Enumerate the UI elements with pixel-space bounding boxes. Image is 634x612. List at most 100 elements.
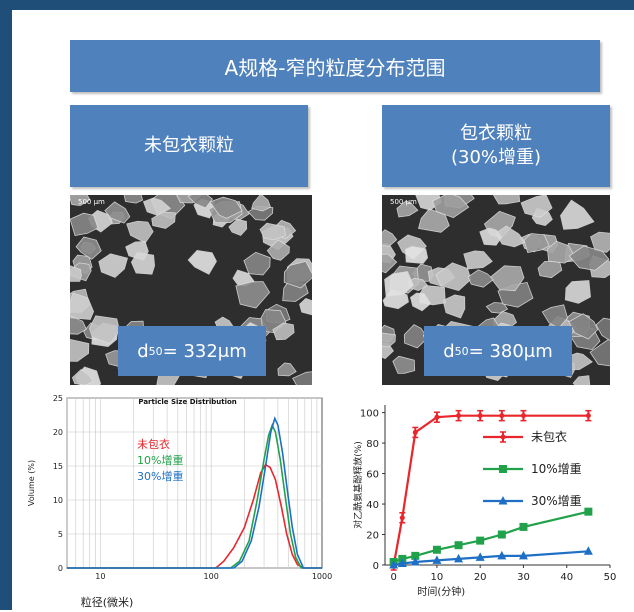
- grain: [70, 212, 99, 236]
- particle-size-chart-svg: 0 5 10 15 20 25 10 100 1000 Particle Size Distrib…: [27, 394, 332, 609]
- release-point-dot: [412, 429, 418, 435]
- grain: [123, 195, 144, 204]
- grain: [564, 280, 591, 304]
- release-point: [455, 409, 462, 422]
- grain: [266, 239, 290, 261]
- grain: [403, 324, 429, 349]
- grain: [568, 245, 610, 271]
- grain: [292, 371, 312, 385]
- coated-d50-value: = 380μm: [468, 340, 553, 362]
- coated-d50-badge: d 50 = 380μm: [424, 326, 572, 376]
- release-y-tick-label: 60: [366, 470, 379, 481]
- grain: [187, 249, 217, 275]
- release-point-dot: [585, 413, 591, 419]
- release-point: [476, 536, 485, 545]
- release-point: [497, 550, 507, 560]
- grain: [382, 253, 398, 274]
- release-point-dot: [434, 414, 440, 420]
- grain: [247, 205, 274, 221]
- grain: [75, 236, 102, 260]
- coated-scale-label: 500 μm: [390, 198, 417, 206]
- grain: [283, 260, 312, 289]
- release-point-dot: [456, 413, 462, 419]
- release-y-tick-label: 40: [366, 500, 379, 511]
- grain: [70, 265, 82, 282]
- grain: [479, 227, 503, 246]
- uncoated-d50-prefix: d: [137, 340, 149, 362]
- psd-legend-label: 未包衣: [137, 437, 170, 451]
- psd-y-tick-label: 5: [58, 530, 63, 539]
- grain: [272, 322, 295, 341]
- release-point-dot: [499, 413, 505, 419]
- release-x-tick-label: 40: [560, 572, 573, 583]
- release-point: [411, 551, 420, 560]
- psd-y-tick-label: 20: [53, 428, 63, 437]
- psd-series-line: [67, 463, 322, 569]
- release-point: [433, 411, 440, 423]
- particle-size-chart: 0 5 10 15 20 25 10 100 1000 Particle Size Distrib…: [22, 390, 334, 612]
- psd-series-line: [67, 416, 322, 569]
- grain: [228, 218, 248, 236]
- grain: [431, 195, 470, 219]
- psd-x-tick-label: 100: [204, 572, 219, 581]
- release-point-dot: [500, 434, 506, 440]
- release-point: [497, 530, 506, 539]
- slide-title: A规格-窄的粒度分布范围: [70, 40, 600, 92]
- uncoated-header: 未包衣颗粒: [70, 105, 308, 187]
- psd-y-tick-label: 25: [53, 394, 63, 403]
- grain: [259, 222, 287, 241]
- grain: [523, 233, 550, 254]
- psd-legend-label: 30%增重: [137, 469, 183, 483]
- release-y-tick-label: 0: [373, 561, 379, 572]
- psd-y-axis-label: Volume (%): [27, 460, 36, 506]
- psd-x-tick-label: 10: [95, 572, 105, 581]
- grain: [277, 362, 297, 377]
- grain: [463, 250, 493, 270]
- grain: [70, 292, 95, 320]
- grain: [589, 339, 610, 367]
- release-point: [499, 465, 507, 473]
- release-x-tick-label: 10: [431, 572, 444, 583]
- grain: [70, 314, 87, 335]
- release-legend-label: 未包衣: [531, 429, 567, 444]
- grain: [104, 201, 131, 224]
- release-point-dot: [477, 413, 483, 419]
- coated-d50-sub: 50: [454, 344, 469, 358]
- grain: [404, 245, 429, 264]
- grain: [384, 271, 414, 297]
- release-point: [477, 409, 484, 422]
- grain: [382, 229, 398, 247]
- uncoated-d50-sub: 50: [148, 344, 163, 358]
- release-point: [454, 541, 463, 550]
- left-border: [0, 0, 12, 610]
- release-point: [583, 546, 593, 555]
- grain: [70, 195, 91, 207]
- release-point: [518, 550, 528, 560]
- release-x-tick-label: 50: [604, 572, 617, 583]
- grain: [382, 332, 396, 348]
- grain: [396, 200, 419, 218]
- release-point: [410, 556, 420, 566]
- grain: [98, 253, 128, 278]
- grain: [251, 195, 271, 212]
- grain: [187, 195, 213, 209]
- release-point: [519, 522, 528, 531]
- psd-x-tick-label: 1000: [312, 572, 332, 581]
- grain: [70, 338, 90, 362]
- release-x-tick-label: 20: [474, 572, 487, 583]
- grain: [590, 231, 610, 253]
- release-x-axis-label: 时间(分钟): [417, 585, 465, 598]
- grain: [243, 251, 271, 276]
- release-chart-svg: 0 20 40 60 80 100 0 10 20 30 40 50 对乙酰氨基酚释放(%) 时间(分钟)…: [352, 405, 617, 598]
- uncoated-header-label: 未包衣颗粒: [144, 135, 234, 156]
- grain: [410, 292, 432, 312]
- grain: [568, 313, 599, 340]
- psd-x-axis-label: 粒径(微米): [81, 595, 134, 608]
- grain: [492, 195, 521, 205]
- release-point: [432, 545, 441, 554]
- uncoated-scale-label: 500 μm: [78, 198, 105, 206]
- release-legend-label: 10%增重: [531, 462, 582, 476]
- release-point: [498, 496, 508, 505]
- release-point: [498, 409, 505, 422]
- release-x-tick-label: 30: [517, 572, 530, 583]
